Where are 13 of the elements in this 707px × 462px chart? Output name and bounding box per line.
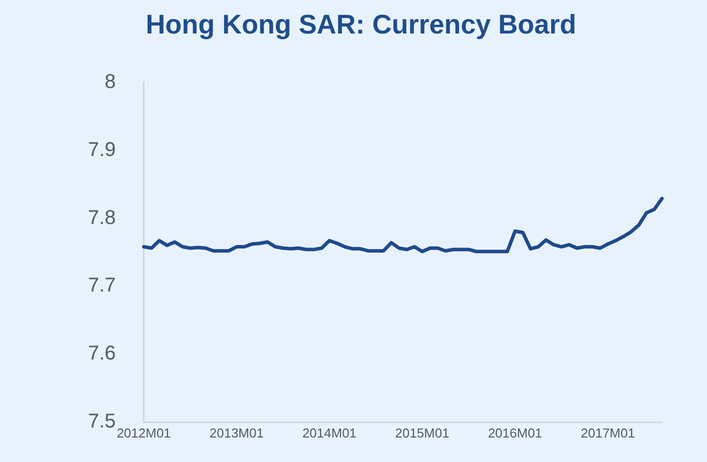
x-tick-label: 2017M01 — [580, 425, 635, 440]
y-tick-label: 7.7 — [88, 274, 116, 297]
x-tick-label: 2013M01 — [210, 425, 264, 440]
y-tick-label: 7.5 — [88, 410, 116, 433]
x-tick-label: 2015M01 — [395, 425, 450, 440]
x-tick-label: 2016M01 — [488, 425, 542, 440]
x-tick-label: 2014M01 — [302, 425, 357, 440]
y-tick-label: 7.6 — [88, 342, 116, 365]
chart-title: Hong Kong SAR: Currency Board — [146, 10, 576, 40]
y-tick-label: 7.9 — [88, 138, 116, 161]
x-tick-label: 2012M01 — [116, 425, 171, 440]
y-tick-label: 7.8 — [88, 206, 116, 229]
y-tick-label: 8 — [104, 70, 116, 93]
